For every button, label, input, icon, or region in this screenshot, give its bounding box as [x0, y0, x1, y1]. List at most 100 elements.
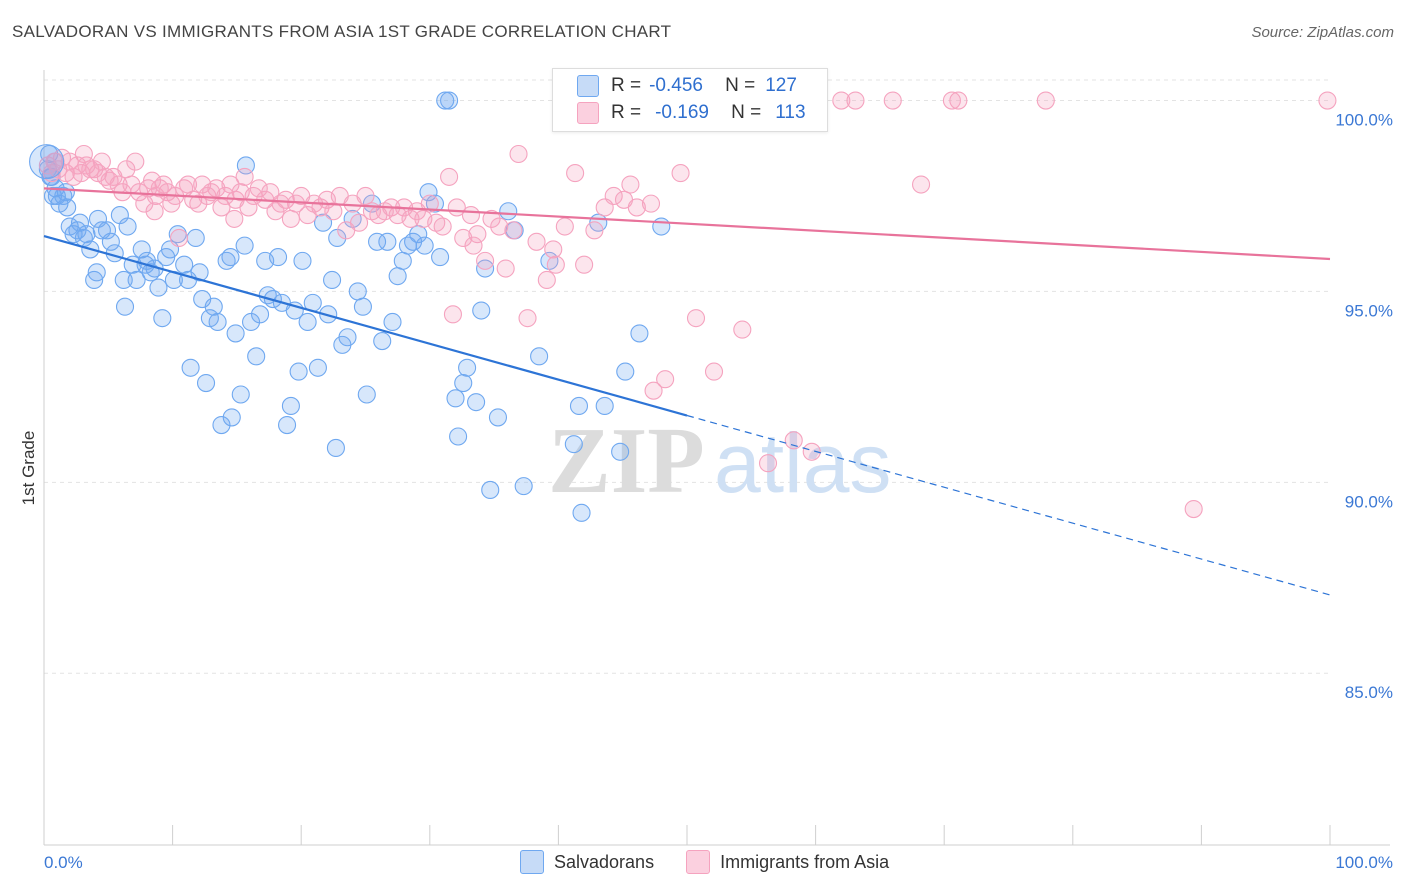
- data-point: [461, 206, 481, 225]
- data-point: [569, 396, 589, 416]
- data-point: [802, 442, 821, 461]
- data-point: [490, 217, 509, 236]
- data-point: [425, 194, 444, 213]
- data-point: [671, 164, 690, 183]
- legend-row-salvadorans: R = -0.456 N = 127: [577, 73, 797, 99]
- series-salvadorans: [38, 91, 689, 522]
- data-point: [298, 312, 317, 332]
- data-point: [472, 301, 491, 320]
- legend-swatch-immigrants-asia: [577, 102, 599, 124]
- correlation-legend: R = -0.456 N = 127 R = -0.169 N = 113: [552, 68, 828, 132]
- data-point: [101, 232, 120, 251]
- trend-line-salvadorans: [43, 235, 688, 417]
- data-point-large: [29, 144, 65, 180]
- data-point: [611, 442, 630, 461]
- data-point: [169, 228, 189, 248]
- data-point: [446, 389, 465, 408]
- data-point: [276, 190, 295, 209]
- data-point: [181, 358, 200, 377]
- data-point: [530, 347, 549, 366]
- data-point: [278, 415, 297, 435]
- data-point: [97, 221, 117, 240]
- data-point: [481, 480, 500, 500]
- data-points: [29, 91, 1337, 522]
- y-tick-label: 95.0%: [1345, 301, 1393, 320]
- data-point: [293, 251, 312, 270]
- data-point: [652, 217, 671, 236]
- data-point: [281, 209, 300, 228]
- data-point: [190, 263, 209, 282]
- data-point: [186, 228, 205, 248]
- data-point: [832, 91, 851, 110]
- legend-n-label: N =: [731, 102, 762, 123]
- data-point: [468, 225, 487, 244]
- data-point: [196, 374, 216, 393]
- series-label-salvadorans: Salvadorans: [554, 851, 655, 872]
- data-point: [846, 91, 865, 110]
- data-point: [433, 217, 452, 236]
- y-axis-label: 1st Grade: [19, 431, 38, 506]
- data-point: [518, 309, 537, 328]
- data-point: [1318, 91, 1337, 110]
- data-point: [222, 408, 241, 427]
- data-point: [883, 91, 902, 110]
- data-point: [420, 194, 439, 213]
- data-point: [641, 194, 661, 213]
- data-point: [504, 221, 523, 240]
- data-point: [630, 324, 649, 343]
- data-point: [644, 381, 663, 400]
- legend-row-immigrants-asia: R = -0.169 N = 113: [577, 100, 806, 126]
- data-point: [555, 217, 574, 236]
- data-point: [56, 183, 75, 202]
- data-point: [621, 175, 640, 194]
- x-tick-label-min: 0.0%: [44, 853, 83, 872]
- data-point: [132, 240, 151, 259]
- data-point: [126, 152, 145, 171]
- data-point: [449, 427, 468, 446]
- series-legend-immigrants-asia[interactable]: Immigrants from Asia: [686, 850, 889, 874]
- data-point: [564, 435, 583, 454]
- data-point: [431, 248, 450, 267]
- series-legend: Salvadorans Immigrants from Asia: [520, 850, 921, 874]
- data-point: [357, 385, 376, 404]
- data-point: [1184, 499, 1203, 519]
- data-point: [509, 144, 528, 164]
- legend-r-value: -0.456: [649, 75, 703, 96]
- data-point: [314, 213, 333, 232]
- data-point: [250, 305, 270, 324]
- y-tick-label: 100.0%: [1335, 111, 1393, 130]
- data-point: [436, 91, 455, 110]
- y-tick-label: 90.0%: [1345, 492, 1393, 511]
- legend-r-label: R =: [611, 102, 642, 123]
- data-point: [326, 438, 345, 458]
- data-point: [235, 236, 254, 255]
- data-point: [74, 144, 93, 164]
- data-point: [212, 415, 231, 435]
- data-point: [440, 91, 459, 110]
- x-tick-label-max: 100.0%: [1335, 853, 1393, 872]
- data-point: [476, 251, 495, 270]
- data-point: [758, 454, 778, 473]
- series-legend-salvadorans[interactable]: Salvadorans: [520, 850, 654, 874]
- data-point: [440, 167, 459, 186]
- data-point: [627, 198, 646, 217]
- data-point: [514, 477, 533, 496]
- data-point: [575, 255, 594, 274]
- data-point: [464, 236, 483, 255]
- legend-n-label: N =: [725, 75, 756, 96]
- data-point: [454, 228, 473, 248]
- trend-line-immigrants-asia: [43, 187, 1331, 261]
- trend-line-extension: [686, 414, 1331, 596]
- series-swatch-immigrants-asia: [686, 850, 711, 874]
- data-point: [338, 328, 357, 347]
- data-point: [912, 175, 931, 194]
- trend-lines: [43, 187, 1331, 596]
- data-point: [115, 297, 135, 316]
- data-point: [419, 183, 438, 202]
- data-point: [467, 393, 486, 412]
- data-point: [247, 347, 266, 366]
- data-point: [544, 240, 563, 259]
- data-point: [249, 179, 268, 198]
- data-point: [401, 209, 420, 228]
